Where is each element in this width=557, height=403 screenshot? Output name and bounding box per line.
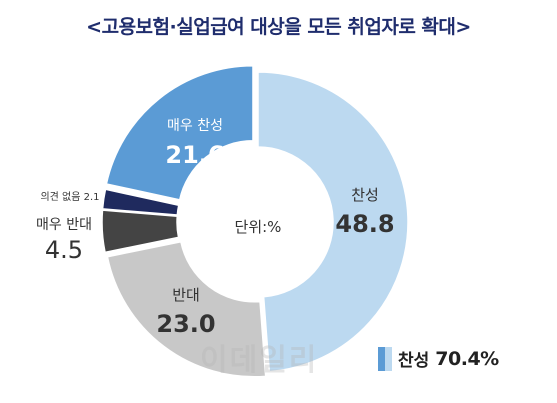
slice-no-opinion [101,188,180,216]
slice-disagree [106,240,267,378]
center-unit-label: 단위:% [235,218,282,236]
slice-agree [257,71,409,373]
chart-title: <고용보험·실업급여 대상을 모든 취업자로 확대> [86,16,471,38]
legend-label: 찬성 [398,351,430,371]
slice-label-disagree: 반대 [172,286,200,304]
watermark: 이데일리 [200,343,319,378]
slice-value-strongly-agree: 21.6 [165,141,224,169]
legend-swatch [378,346,392,371]
slice-label-strongly-disagree: 매우 반대 [36,217,92,233]
slice-value-strongly-disagree: 4.5 [45,236,83,264]
slice-strongly-disagree [101,209,180,254]
slice-label-no-opinion: 의견 없음 2.1 [40,190,99,203]
slice-label-strongly-agree: 매우 찬성 [167,118,223,134]
slice-strongly-agree [105,65,254,201]
legend-value: 70.4% [435,347,499,370]
slice-value-disagree: 23.0 [156,310,215,338]
slice-value-agree: 48.8 [335,210,394,238]
slice-label-agree: 찬성 [351,186,379,204]
legend: 찬성 70.4% [378,346,499,371]
